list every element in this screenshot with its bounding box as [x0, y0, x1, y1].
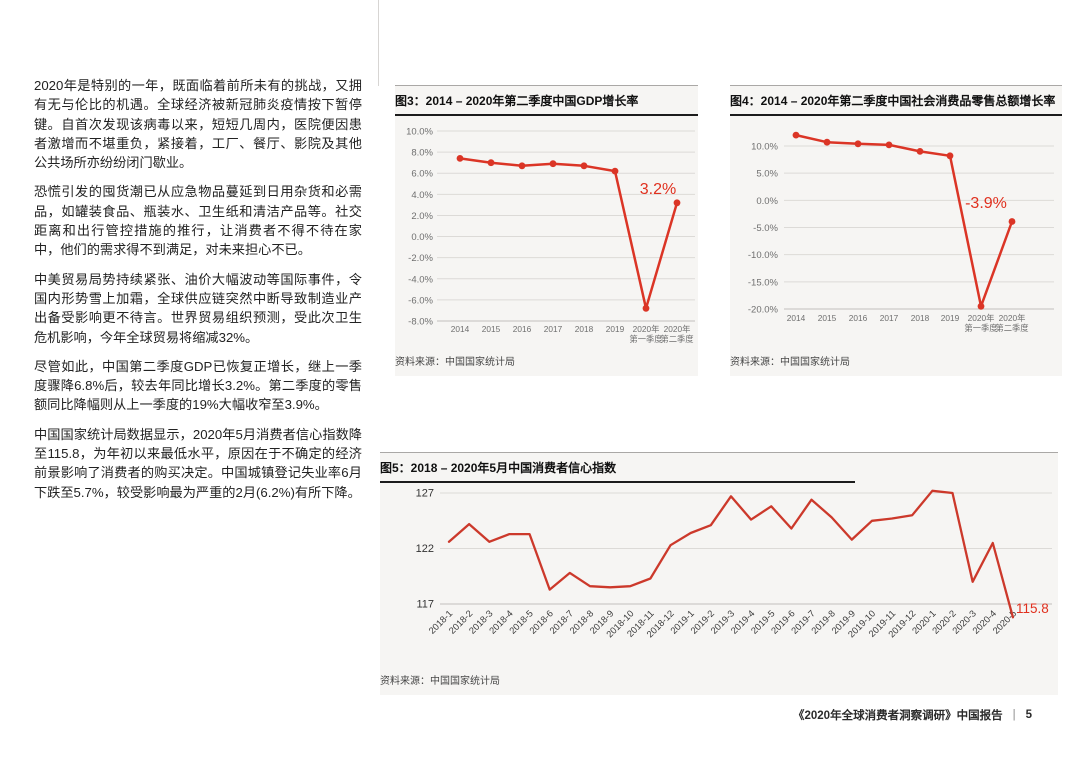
- svg-text:3.2%: 3.2%: [640, 181, 676, 198]
- svg-text:2016: 2016: [849, 313, 868, 323]
- svg-text:-3.9%: -3.9%: [965, 195, 1007, 212]
- svg-text:-20.0%: -20.0%: [748, 305, 779, 316]
- paragraph: 中美贸易局势持续紧张、油价大幅波动等国际事件，令国内形势雪上加霜，全球供应链突然…: [34, 271, 362, 345]
- paragraph: 尽管如此，中国第二季度GDP已恢复正增长，继上一季度骤降6.8%后，较去年同比增…: [34, 358, 362, 413]
- figure-gdp-growth: 图3：2014 – 2020年第二季度中国GDP增长率 10.0% 8.0% 6.0…: [395, 85, 698, 376]
- svg-text:5.0%: 5.0%: [756, 169, 778, 180]
- svg-text:2017: 2017: [544, 324, 563, 334]
- svg-text:-10.0%: -10.0%: [748, 250, 779, 261]
- column-divider: [378, 0, 379, 86]
- consumer-confidence-line-chart: 127 122 117 2018-1 2018-2 2018-3 2018-4 2018-5 2…: [380, 483, 1058, 666]
- svg-text:6.0%: 6.0%: [411, 169, 433, 180]
- svg-text:2014: 2014: [451, 324, 470, 334]
- source-note: 资料来源：中国国家统计局: [380, 676, 500, 687]
- svg-text:122: 122: [416, 543, 434, 555]
- source-note: 资料来源：中国国家统计局: [395, 357, 515, 368]
- paragraph: 中国国家统计局数据显示，2020年5月消费者信心指数降至115.8，为年初以来最…: [34, 426, 362, 500]
- svg-text:10.0%: 10.0%: [406, 127, 433, 138]
- figure-retail-sales-growth: 图4：2014 – 2020年第二季度中国社会消费品零售总额增长率 10.0% 5…: [730, 85, 1062, 376]
- svg-text:0.0%: 0.0%: [411, 232, 433, 243]
- svg-text:2015: 2015: [482, 324, 501, 334]
- svg-text:2018: 2018: [911, 313, 930, 323]
- gdp-growth-line-chart: 10.0% 8.0% 6.0% 4.0% 2.0% 0.0% -2.0% -4.0% -6.0%…: [395, 116, 698, 351]
- svg-text:115.8: 115.8: [1016, 601, 1049, 616]
- svg-text:2019: 2019: [941, 313, 960, 323]
- figure-title: 图4：2014 – 2020年第二季度中国社会消费品零售总额增长率: [730, 94, 1056, 108]
- retail-sales-growth-line-chart: 10.0% 5.0% 0.0% -5.0% -10.0% -15.0% -20.0% 2014…: [730, 116, 1062, 351]
- figure-title: 图3：2014 – 2020年第二季度中国GDP增长率: [395, 94, 639, 108]
- svg-text:2019: 2019: [606, 324, 625, 334]
- svg-text:10.0%: 10.0%: [751, 142, 778, 153]
- figure-top-rule: [730, 85, 1062, 86]
- figure-consumer-confidence: 图5：2018 – 2020年5月中国消费者信心指数 127 122 117 2018…: [380, 452, 1058, 695]
- page-number: 5: [1025, 709, 1032, 721]
- figure-top-rule: [380, 452, 1058, 453]
- figure-title-rule: [395, 114, 698, 116]
- svg-text:127: 127: [416, 488, 434, 500]
- article-column: 2020年是特别的一年，既面临着前所未有的挑战，又拥有无与伦比的机遇。全球经济被…: [34, 76, 362, 512]
- svg-text:2020年第二季度: 2020年第二季度: [995, 313, 1028, 333]
- figure-top-rule: [395, 85, 698, 86]
- svg-text:2015: 2015: [818, 313, 837, 323]
- svg-text:-2.0%: -2.0%: [408, 253, 433, 264]
- svg-text:4.0%: 4.0%: [411, 190, 433, 201]
- svg-text:8.0%: 8.0%: [411, 148, 433, 159]
- svg-text:2020年第二季度: 2020年第二季度: [660, 324, 693, 344]
- figure-title-rule: [730, 114, 1062, 116]
- svg-text:-4.0%: -4.0%: [408, 274, 433, 285]
- svg-text:117: 117: [416, 599, 434, 611]
- page-footer: 《2020年全球消费者洞察调研》中国报告 | 5: [793, 707, 1032, 723]
- paragraph: 2020年是特别的一年，既面临着前所未有的挑战，又拥有无与伦比的机遇。全球经济被…: [34, 78, 362, 171]
- svg-text:2018: 2018: [575, 324, 594, 334]
- svg-text:-15.0%: -15.0%: [748, 277, 779, 288]
- svg-text:-6.0%: -6.0%: [408, 295, 433, 306]
- source-note: 资料来源：中国国家统计局: [730, 357, 850, 368]
- svg-text:2020年第一季度: 2020年第一季度: [964, 313, 997, 333]
- svg-text:-5.0%: -5.0%: [753, 223, 778, 234]
- figure-title-rule: [380, 481, 855, 483]
- figure-title: 图5：2018 – 2020年5月中国消费者信心指数: [380, 461, 617, 475]
- svg-text:-8.0%: -8.0%: [408, 317, 433, 328]
- svg-text:2.0%: 2.0%: [411, 211, 433, 222]
- svg-text:2020年第一季度: 2020年第一季度: [629, 324, 662, 344]
- paragraph: 恐慌引发的囤货潮已从应急物品蔓延到日用杂货和必需品，如罐装食品、瓶装水、卫生纸和…: [34, 184, 362, 258]
- svg-text:2017: 2017: [880, 313, 899, 323]
- svg-text:0.0%: 0.0%: [756, 196, 778, 207]
- footer-separator: |: [1012, 709, 1016, 721]
- svg-text:2014: 2014: [787, 313, 806, 323]
- svg-text:2016: 2016: [513, 324, 532, 334]
- footer-report-title: 《2020年全球消费者洞察调研》中国报告: [793, 710, 1003, 722]
